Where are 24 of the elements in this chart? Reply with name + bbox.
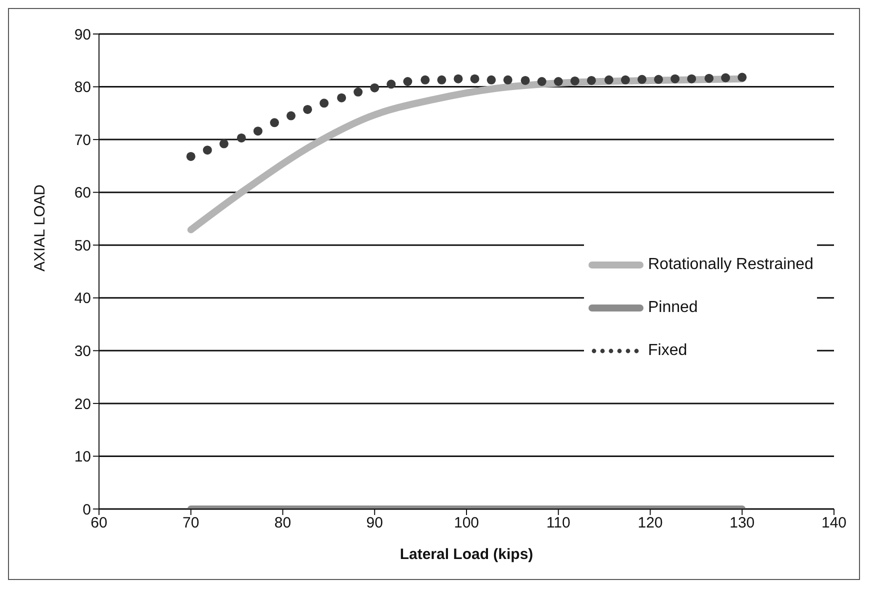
x-tick-label: 60 [90,514,108,532]
x-tick-label: 110 [546,514,570,532]
x-tick-label: 90 [366,514,383,532]
x-tick-label: 80 [274,514,292,532]
x-tick-label: 100 [454,514,480,532]
legend-label: Pinned [648,298,698,316]
y-tick-label: 80 [74,79,91,96]
y-tick-label: 60 [74,184,91,202]
y-axis-title: AXIAL LOAD [31,184,48,272]
x-tick-label: 120 [638,514,663,532]
y-tick-label: 40 [74,290,91,308]
y-tick-label: 30 [74,342,91,360]
x-tick-label: 70 [182,514,200,532]
x-tick-label: 130 [730,514,755,532]
y-tick-label: 0 [82,501,91,518]
y-tick-label: 20 [74,396,91,413]
y-tick-label: 90 [74,26,91,44]
x-axis-title: Lateral Load (kips) [400,546,534,563]
x-tick-label: 140 [821,514,847,532]
y-tick-label: 70 [74,132,91,149]
legend-label: Rotationally Restrained [648,256,814,274]
y-tick-label: 10 [74,448,91,466]
y-tick-label: 50 [74,237,91,254]
legend-label: Fixed [648,342,688,360]
